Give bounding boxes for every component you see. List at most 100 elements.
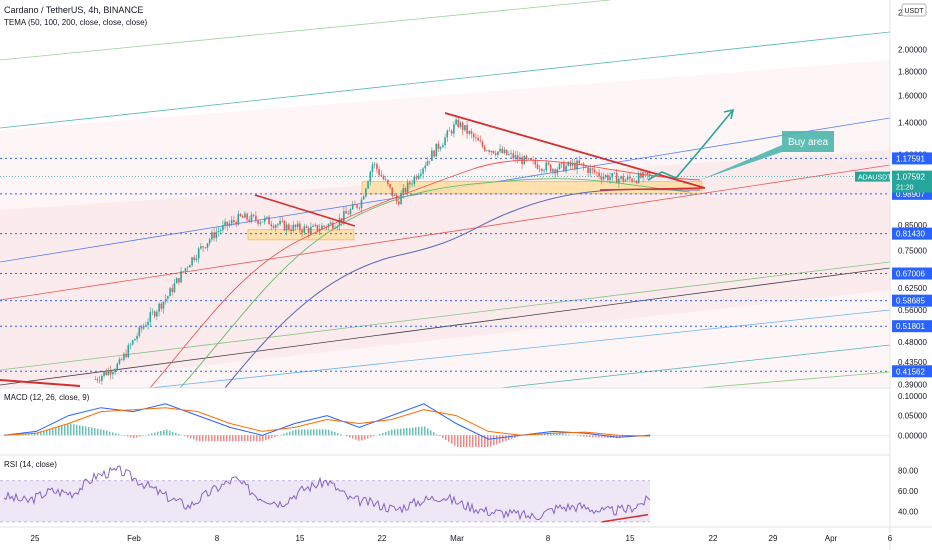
macd-histogram-bar (502, 435, 504, 443)
candle-body (580, 163, 583, 165)
macd-histogram-bar (88, 427, 90, 436)
indicator-label: TEMA (50, 100, 200, close, close, close) (4, 18, 148, 27)
countdown-label: 21:20 (896, 185, 914, 192)
candle-body (373, 163, 376, 165)
projection-arrowhead (723, 108, 735, 120)
macd-histogram-bar (394, 429, 396, 436)
candle-body (301, 230, 303, 233)
macd-histogram-bar (55, 427, 57, 436)
candle-body (129, 344, 132, 346)
candle-body (534, 160, 537, 165)
candle-body (233, 220, 235, 222)
candle-body (541, 168, 543, 171)
candle-body (466, 125, 468, 134)
price-tick-label: 0.75000 (898, 246, 927, 255)
price-axis[interactable]: 2.400002.000001.800001.600001.400001.200… (898, 8, 927, 516)
macd-histogram-bar (322, 429, 324, 436)
candle-body (310, 226, 312, 234)
currency-label: USDT (904, 8, 924, 15)
channel-line (499, 344, 891, 389)
macd-histogram-bar (403, 428, 405, 436)
candle-body (442, 144, 444, 148)
candle-body (211, 232, 213, 240)
horizontal-levels (0, 157, 890, 372)
candle-body (439, 147, 442, 149)
macd-histogram-bar (151, 433, 153, 436)
time-axis[interactable]: 25 Feb 8 15 22 Mar 8 15 22 29 Apr 6 (31, 534, 893, 543)
macd-label: MACD (12, 26, close, 9) (4, 393, 90, 402)
candle-body (424, 165, 427, 169)
candle-body (261, 221, 264, 223)
macd-histogram-bar (40, 431, 42, 436)
candle-body (257, 220, 259, 224)
candle-body (156, 311, 158, 317)
time-tick-label: 22 (709, 534, 718, 543)
price-badge (892, 152, 932, 165)
macd-histogram-bar (583, 435, 585, 437)
candle-body (453, 124, 455, 134)
macd-histogram-bar (349, 435, 351, 438)
macd-histogram-bar (163, 430, 165, 436)
macd-histogram-bar (448, 435, 450, 442)
macd-signal-line (3, 407, 651, 437)
macd-histogram-bar (361, 435, 363, 441)
macd-histogram-bar (505, 435, 507, 442)
macd-histogram-bar (427, 428, 429, 436)
macd-histogram-bar (46, 429, 48, 436)
candle-body (635, 180, 638, 183)
candle-body (475, 137, 477, 139)
macd-histogram-bar (190, 435, 192, 439)
macd-histogram-bar (445, 435, 447, 440)
candle-body (587, 167, 589, 173)
macd-histogram-bar (112, 432, 114, 436)
candle-body (591, 168, 594, 170)
macd-histogram-bar (130, 435, 132, 438)
macd-histogram-bar (424, 426, 426, 436)
candle-body (499, 148, 501, 152)
candle-body (444, 137, 446, 145)
candle-body (123, 353, 125, 360)
symbol-label: ADAUSDT (858, 175, 892, 182)
candle-body (646, 172, 649, 175)
candle-body (369, 171, 372, 182)
price-badge-label: 0.41562 (896, 367, 925, 376)
macd-histogram-bar (454, 435, 456, 446)
candle-body (633, 180, 636, 182)
price-badge (892, 320, 932, 333)
candle-body (109, 370, 112, 375)
resistance-trendline (444, 112, 706, 189)
time-tick-label: 8 (546, 534, 551, 543)
candle-body (169, 288, 171, 297)
macd-histogram-bar (436, 434, 438, 436)
candle-body (593, 169, 596, 173)
candle-body (477, 137, 479, 141)
macd-histogram-bar (331, 430, 333, 436)
candle-body (437, 143, 440, 149)
candle-body (404, 188, 407, 193)
macd-histogram-bar (61, 425, 63, 436)
macd-histogram-bar (106, 430, 108, 436)
macd-histogram-bar (250, 435, 252, 442)
candle-body (492, 150, 495, 154)
macd-histogram-bar (220, 435, 222, 442)
candle-body (622, 176, 625, 182)
macd-histogram-bar (148, 434, 150, 436)
rsi-tick-label: 60.00 (898, 487, 919, 496)
candle-body (235, 221, 237, 225)
resistance-trendline (254, 194, 356, 227)
time-tick-label: 29 (769, 534, 778, 543)
macd-histogram-bar (214, 435, 216, 442)
currency-selector[interactable] (901, 3, 927, 17)
macd-histogram-bar (154, 432, 156, 436)
candle-body (461, 122, 464, 131)
candle-body (230, 220, 233, 224)
macd-tick-label: 0.00000 (898, 431, 927, 440)
macd-histogram-bar (229, 435, 231, 442)
candle-body (180, 271, 182, 283)
macd-histogram-bar (136, 435, 138, 438)
macd-histogram-bar (58, 426, 60, 436)
candle-body (393, 195, 396, 196)
macd-histogram-bar (187, 435, 189, 438)
macd-histogram-bar (193, 435, 195, 440)
